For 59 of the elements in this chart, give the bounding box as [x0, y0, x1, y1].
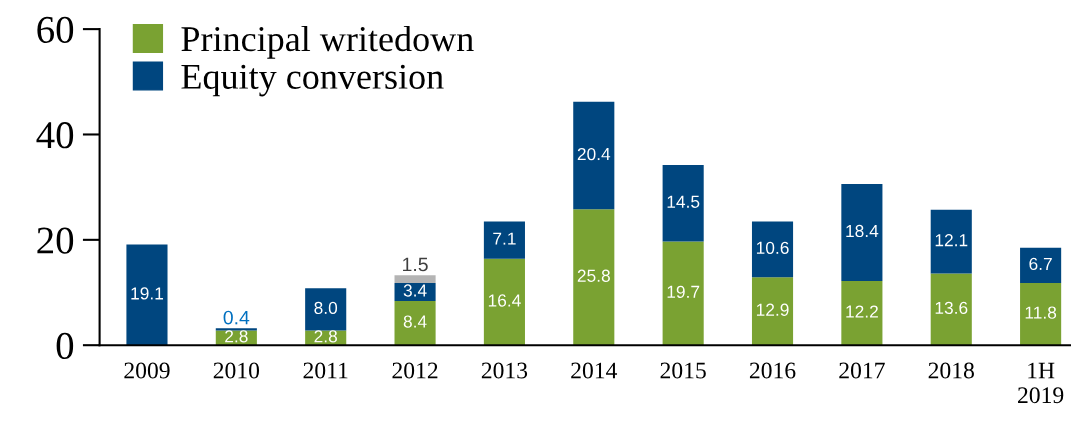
bar [751, 277, 794, 346]
data-label: 8.4 [403, 315, 427, 328]
data-label: 19.7 [667, 285, 700, 298]
data-label: 14.5 [667, 195, 700, 208]
y-tick-label: 0 [56, 332, 74, 360]
bar [483, 221, 525, 259]
data-label: 20.4 [577, 147, 611, 161]
data-label: 3.4 [403, 284, 427, 297]
legend-label: Principal writedown [181, 25, 474, 59]
bar [1020, 247, 1062, 284]
bar [841, 184, 883, 281]
data-label: 12.1 [935, 234, 968, 247]
data-label: 10.6 [756, 241, 789, 254]
data-label: 1.5 [403, 257, 428, 272]
x-tick-label: 2010 [213, 362, 260, 379]
bar [1020, 283, 1062, 346]
data-label: 25.8 [577, 269, 610, 282]
data-label: 11.8 [1025, 306, 1057, 319]
x-tick-label: 2011 [303, 362, 348, 379]
x-tick-label: 2017 [839, 362, 885, 379]
x-tick-label: 2013 [481, 362, 528, 379]
data-label: 7.1 [493, 232, 516, 245]
y-tick-label: 40 [36, 122, 74, 149]
data-label: 2.8 [225, 330, 248, 343]
x-tick-label: 2014 [571, 362, 618, 379]
bar [930, 209, 972, 274]
data-label: 2.8 [314, 330, 338, 343]
data-label: 0.4 [223, 310, 250, 325]
bar [841, 280, 883, 346]
data-label: 8.0 [314, 301, 338, 315]
x-tick-label: 2009 [124, 362, 170, 379]
bar [394, 300, 436, 346]
bar [573, 101, 615, 210]
bar [662, 165, 704, 242]
bar [126, 244, 168, 346]
data-label: 18.4 [846, 224, 879, 238]
y-tick-label: 60 [37, 16, 74, 43]
x-tick-label: 2016 [749, 362, 796, 379]
data-label: 16.4 [488, 294, 521, 307]
bar [215, 328, 257, 331]
x-tick-label: 2015 [660, 362, 706, 379]
data-label: 6.7 [1029, 257, 1052, 271]
bar [573, 209, 615, 346]
bar [483, 258, 525, 346]
x-tick-label: 2012 [392, 362, 438, 379]
data-label: 13.6 [935, 301, 968, 315]
legend-label: Equity conversion [181, 64, 444, 97]
data-label: 12.2 [846, 305, 878, 318]
bar [305, 288, 347, 331]
x-tick-label: 2018 [928, 362, 974, 379]
bar [394, 275, 436, 284]
data-label: 19.1 [131, 287, 164, 300]
y-tick-label: 20 [37, 227, 74, 254]
bar [930, 273, 972, 346]
bar [394, 283, 436, 301]
bar [751, 221, 794, 278]
bar [662, 241, 704, 346]
data-label: 12.9 [756, 303, 789, 316]
x-tick-label: 1H 2019 [1018, 362, 1064, 404]
